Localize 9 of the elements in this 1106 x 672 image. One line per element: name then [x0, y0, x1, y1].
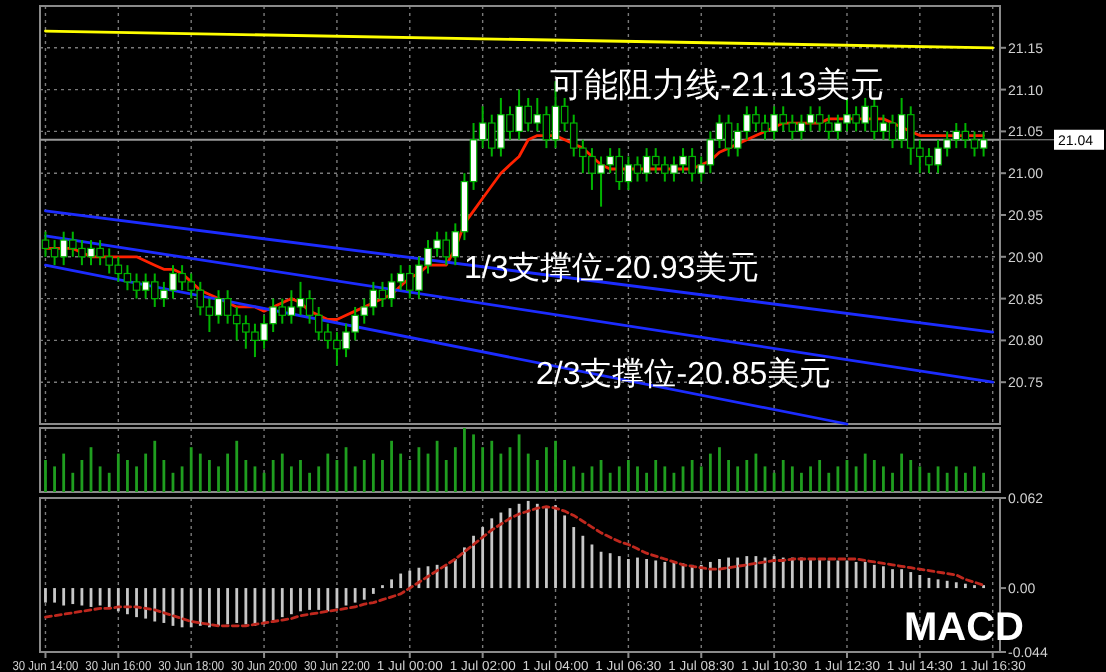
candlestick: [296, 280, 305, 317]
candlestick: [979, 130, 988, 158]
candlestick: [633, 155, 642, 183]
candlestick: [41, 230, 50, 258]
candlestick: [214, 289, 223, 325]
candlestick: [970, 130, 979, 158]
annotation: MACD: [904, 606, 1024, 650]
annotation: 可能阻力线-21.13美元: [550, 66, 885, 104]
candlestick: [888, 113, 897, 150]
